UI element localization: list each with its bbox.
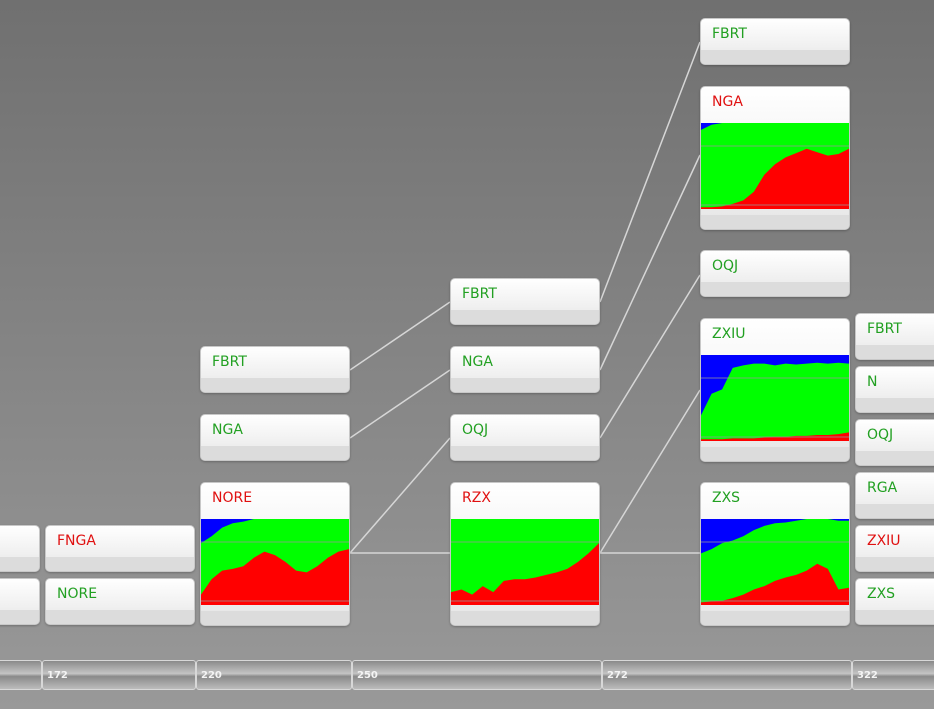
node-card-fbrt[interactable]: FBRT [200,346,350,393]
node-card-fnga[interactable]: FNGA [45,525,195,572]
node-label: OQJ [462,422,489,438]
timeline-segment[interactable]: 220 [196,660,352,690]
node-card-oqj[interactable]: OQJ [700,250,850,297]
node-label: FNGA [57,533,96,549]
node-card-zxiu-chart[interactable]: ZXIU [700,318,850,462]
connector-line [349,437,451,554]
connector-line [349,369,451,439]
node-label: ZXS [712,490,741,506]
node-label: RGA [867,480,898,496]
chart-area-red [701,148,849,209]
chart-area-red [701,563,849,605]
timeline-label: 220 [201,670,222,681]
node-card-n[interactable]: N [855,366,934,413]
node-card-fbrt[interactable]: FBRT [450,278,600,325]
node-card-zxs-chart[interactable]: ZXS [700,482,850,626]
timeline-label: 250 [357,670,378,681]
node-card-fbrt[interactable]: FBRT [855,313,934,360]
timeline-label: 322 [857,670,878,681]
node-card[interactable] [0,578,40,625]
connector-line [599,389,701,554]
node-label: FBRT [462,286,497,302]
node-card-nga[interactable]: NGA [200,414,350,461]
area-chart [701,355,849,441]
node-card[interactable] [0,525,40,572]
node-label: OQJ [867,427,894,443]
chart-area-red [201,549,349,605]
connector-line [599,41,701,303]
area-chart [201,519,349,605]
node-card-nore-chart[interactable]: NORE [200,482,350,626]
node-card-rzx-chart[interactable]: RZX [450,482,600,626]
node-card-nga-chart[interactable]: NGA [700,86,850,230]
node-card-oqj[interactable]: OQJ [855,419,934,466]
timeline-segment[interactable]: 172 [42,660,196,690]
node-label: N [867,374,878,390]
node-card-oqj[interactable]: OQJ [450,414,600,461]
node-label: OQJ [712,258,739,274]
node-label: RZX [462,490,491,506]
node-label: FBRT [867,321,902,337]
timeline-bar: 172 220 250 272 322 [0,660,934,692]
node-label: ZXIU [867,533,901,549]
timeline-label: 272 [607,670,628,681]
node-label: NGA [462,354,493,370]
node-label: NGA [712,94,743,110]
node-label: ZXS [867,586,896,602]
timeline-label: 172 [47,670,68,681]
node-card-nore[interactable]: NORE [45,578,195,625]
timeline-segment[interactable]: 250 [352,660,602,690]
node-label: NGA [212,422,243,438]
chart-area-red [451,543,599,605]
node-label: ZXIU [712,326,746,342]
node-card-nga[interactable]: NGA [450,346,600,393]
timeline-segment[interactable]: 272 [602,660,852,690]
node-card-zxiu[interactable]: ZXIU [855,525,934,572]
node-card-fbrt[interactable]: FBRT [700,18,850,65]
area-chart [451,519,599,605]
connector-line [349,301,451,371]
node-card-zxs[interactable]: ZXS [855,578,934,625]
node-label: FBRT [212,354,247,370]
timeline-segment[interactable] [0,660,42,690]
node-label: FBRT [712,26,747,42]
connector-line [599,154,701,371]
node-label: NORE [57,586,98,602]
node-card-rga[interactable]: RGA [855,472,934,519]
area-chart [701,123,849,209]
connector-line [599,274,701,439]
node-label: NORE [212,490,253,506]
timeline-segment[interactable]: 322 [852,660,934,690]
chart-area-green [701,362,849,441]
area-chart [701,519,849,605]
